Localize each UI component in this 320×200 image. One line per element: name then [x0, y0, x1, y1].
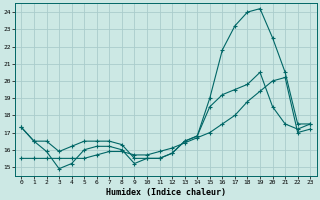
X-axis label: Humidex (Indice chaleur): Humidex (Indice chaleur)	[106, 188, 226, 197]
